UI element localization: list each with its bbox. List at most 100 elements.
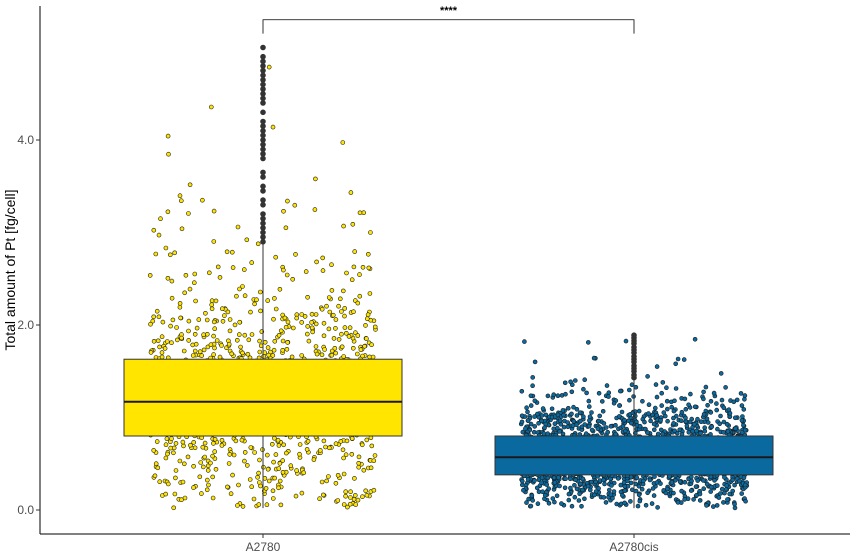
jitter-point [190, 353, 196, 358]
jitter-point [695, 478, 701, 483]
jitter-point [678, 418, 684, 424]
jitter-point [556, 475, 561, 480]
jitter-point [694, 428, 699, 434]
jitter-point [723, 385, 728, 390]
jitter-point [341, 455, 346, 461]
jitter-point [672, 428, 677, 434]
x-tick-label: A2780cis [609, 540, 658, 552]
jitter-point [348, 495, 353, 500]
jitter-point [725, 429, 731, 434]
jitter-point [151, 448, 156, 453]
jitter-point [742, 393, 748, 398]
jitter-point [519, 419, 525, 425]
jitter-point [255, 241, 261, 247]
jitter-point [708, 474, 714, 480]
jitter-point [302, 314, 308, 319]
jitter-point [705, 402, 710, 408]
jitter-point [595, 426, 601, 432]
jitter-point [532, 398, 538, 404]
jitter-point [719, 397, 725, 403]
jitter-point [732, 482, 737, 488]
jitter-point [539, 475, 545, 481]
jitter-point [254, 297, 259, 303]
jitter-point [332, 345, 338, 351]
jitter-point [567, 476, 573, 482]
jitter-point [201, 347, 207, 353]
jitter-point [591, 355, 597, 361]
jitter-point [271, 347, 277, 353]
jitter-point [681, 357, 687, 362]
jitter-point [258, 308, 263, 314]
jitter-point [208, 460, 213, 466]
jitter-point [199, 491, 204, 496]
jitter-point [559, 501, 564, 506]
jitter-point [299, 312, 305, 317]
outlier-point [260, 44, 266, 51]
jitter-point [586, 398, 592, 404]
jitter-point [276, 466, 282, 471]
jitter-point [557, 483, 562, 489]
jitter-point [710, 504, 716, 509]
jitter-point [611, 400, 617, 406]
jitter-point [219, 443, 225, 448]
jitter-point [333, 326, 338, 331]
jitter-point [242, 267, 247, 272]
jitter-point [148, 350, 154, 355]
ticks-layer: 0.0 2.0 4.0 A2780 A2780cis [17, 133, 658, 552]
jitter-point [528, 503, 534, 509]
jitter-point [579, 424, 585, 430]
jitter-point [528, 393, 534, 399]
jitter-point [256, 470, 261, 476]
jitter-point [619, 492, 625, 498]
jitter-point [683, 406, 689, 412]
jitter-point [242, 458, 247, 464]
jitter-point [353, 502, 359, 507]
jitter-point [231, 452, 237, 458]
jitter-point [569, 503, 575, 509]
jitter-point [345, 504, 350, 510]
jitter-point [217, 354, 223, 360]
jitter-point [242, 293, 248, 299]
jitter-point [331, 336, 337, 341]
jitter-point [200, 444, 206, 450]
jitter-point [551, 392, 557, 398]
jitter-point [739, 403, 745, 408]
outlier-point [260, 81, 266, 88]
jitter-point [532, 424, 538, 429]
jitter-point [246, 337, 252, 343]
jitter-point [230, 249, 235, 255]
jitter-point [314, 351, 320, 357]
jitter-point [166, 481, 171, 487]
jitter-point [320, 268, 326, 273]
jitter-point [333, 317, 339, 322]
jitter-point [697, 491, 703, 497]
jitter-point [306, 338, 312, 344]
jitter-point [536, 477, 542, 483]
jitter-point [524, 500, 529, 505]
jitter-point [545, 431, 551, 437]
jitter-point [643, 502, 649, 508]
jitter-point [708, 489, 714, 494]
jitter-point [577, 410, 583, 416]
jitter-point [191, 463, 196, 469]
jitter-point [297, 442, 303, 447]
jitter-point [684, 423, 690, 429]
jitter-point [336, 337, 342, 342]
jitter-point [541, 431, 547, 436]
jitter-point [313, 312, 319, 317]
jitter-point [371, 458, 377, 464]
jitter-point [600, 408, 606, 414]
jitter-point [573, 477, 578, 483]
jitter-point [693, 484, 699, 490]
jitter-point [272, 296, 277, 301]
jitter-point [205, 468, 211, 473]
outlier-point [260, 137, 266, 143]
jitter-point [198, 460, 203, 465]
jitter-point [741, 422, 746, 428]
jitter-point [263, 486, 269, 491]
jitter-point [264, 452, 270, 458]
jitter-point [701, 411, 707, 417]
jitter-point [333, 350, 339, 356]
jitter-point [704, 481, 710, 487]
jitter-point [344, 438, 350, 444]
